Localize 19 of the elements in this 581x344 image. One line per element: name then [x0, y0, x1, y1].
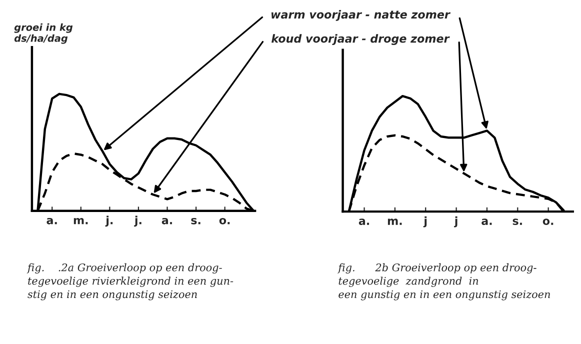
- caption: fig. 2b Groeiverloop op een droog- tegevoelige zandgrond in een gunstig en in een ongunstig seizoen: [338, 263, 550, 300]
- x-tick-label: s.: [191, 218, 200, 224]
- x-tick-label: o.: [219, 218, 230, 224]
- x-tick-label: j: [423, 216, 427, 228]
- text: fig. .2a Groeiverloop op een droog- tegevoelige rivierkleigrond in een gun- stig en in een ongunstig seizoen: [26, 263, 234, 300]
- x-tick-label: j.: [134, 216, 142, 227]
- x-tick-label: j: [454, 216, 458, 228]
- x-tick-label: j.: [105, 216, 113, 227]
- y-axis-title: groei in kg ds/ha/dag: [14, 23, 73, 44]
- text: warm voorjaar - natte zomer: [271, 10, 451, 21]
- x-tick-label: a.: [482, 218, 492, 226]
- x-tick-label: s.: [512, 218, 522, 226]
- x-tick-label: a.: [358, 218, 369, 226]
- x-tick-label: m.: [74, 218, 88, 224]
- x-tick-label: m.: [388, 218, 402, 225]
- x-tick-label: a.: [162, 218, 172, 224]
- x-tick-label: o.: [542, 218, 554, 226]
- x-tick-label: a.: [46, 218, 57, 224]
- text: koud voorjaar - droge zomer: [272, 34, 450, 45]
